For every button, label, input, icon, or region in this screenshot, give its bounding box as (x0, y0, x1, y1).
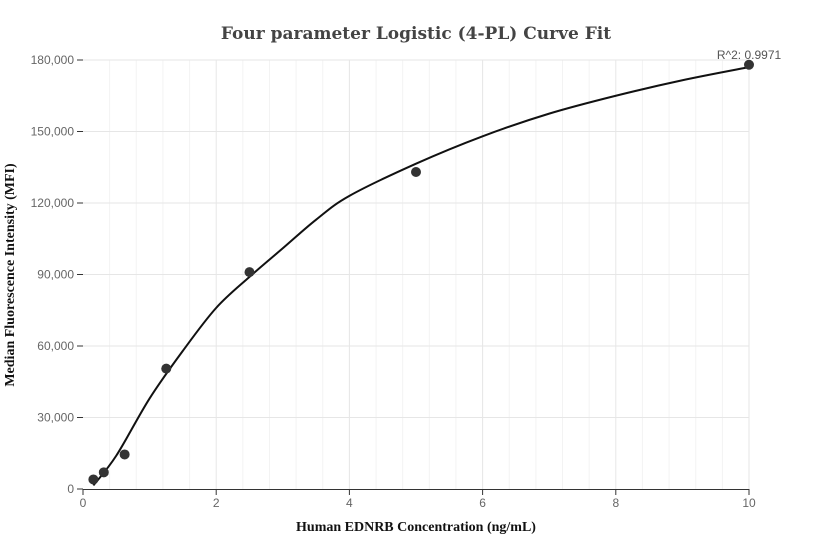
x-tick-label: 10 (742, 496, 756, 510)
fit-curve (92, 66, 750, 487)
y-ticks: 0 30,000 60,000 90,000 120,000 150,000 180,000 (31, 53, 83, 496)
x-tick-label: 2 (213, 496, 220, 510)
y-axis-title: Median Fluorescence Intensity (MFI) (3, 163, 18, 387)
y-tick-label: 30,000 (37, 411, 74, 425)
y-tick-label: 60,000 (37, 339, 74, 353)
data-point (744, 59, 754, 70)
data-point (88, 474, 99, 485)
data-point (119, 449, 130, 460)
x-tick-label: 4 (346, 496, 353, 510)
data-point (98, 467, 109, 478)
x-tick-label: 6 (479, 496, 486, 510)
chart-title: Four parameter Logistic (4-PL) Curve Fit (221, 24, 611, 44)
y-tick-label: 0 (67, 482, 74, 496)
data-points (88, 59, 754, 485)
x-tick-label: 0 (80, 496, 87, 510)
y-tick-label: 180,000 (31, 53, 75, 67)
data-point (244, 267, 255, 278)
grid (83, 59, 750, 489)
x-axis-title: Human EDNRB Concentration (ng/mL) (296, 520, 536, 535)
y-tick-label: 150,000 (31, 125, 75, 139)
x-tick-label: 8 (612, 496, 619, 510)
x-ticks: 0 2 4 6 8 10 (80, 489, 756, 510)
y-tick-label: 90,000 (37, 268, 74, 282)
data-point (161, 363, 172, 374)
y-tick-label: 120,000 (31, 196, 75, 210)
data-point (411, 167, 421, 178)
r-squared-annotation: R^2: 0.9971 (717, 48, 782, 62)
